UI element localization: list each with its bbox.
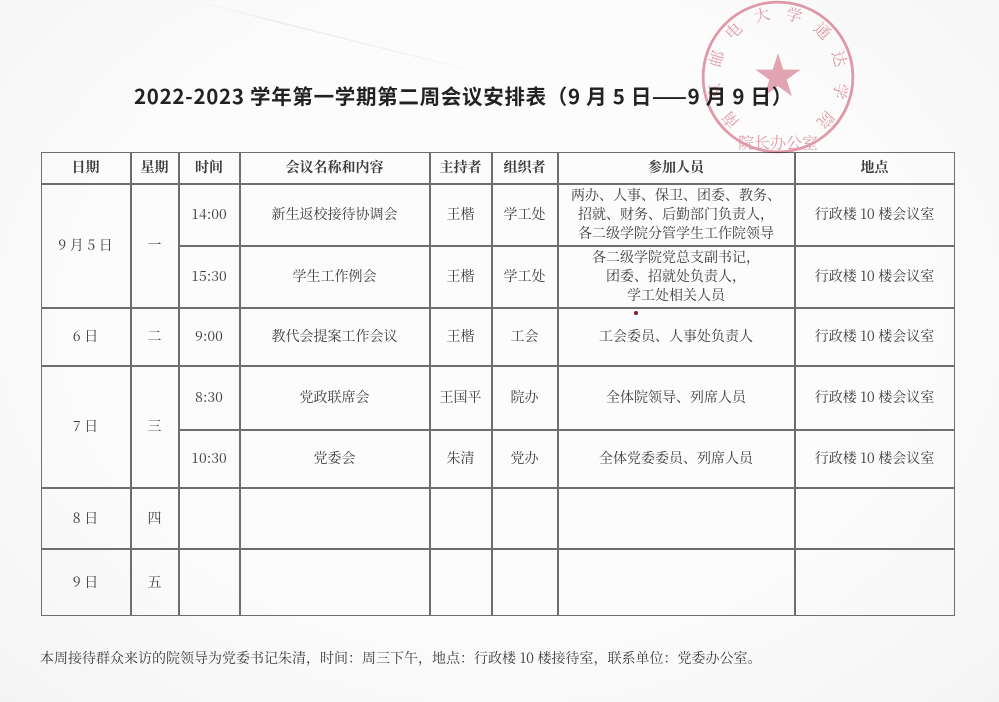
svg-text:电: 电	[719, 17, 746, 45]
svg-text:学: 学	[828, 81, 854, 102]
svg-text:通: 通	[809, 17, 836, 45]
svg-text:大: 大	[751, 1, 772, 27]
svg-text:达: 达	[827, 47, 854, 69]
svg-text:院长办公室: 院长办公室	[738, 130, 818, 153]
svg-text:学: 学	[784, 1, 805, 27]
svg-text:邮: 邮	[703, 47, 730, 69]
svg-text:京: 京	[702, 81, 728, 102]
